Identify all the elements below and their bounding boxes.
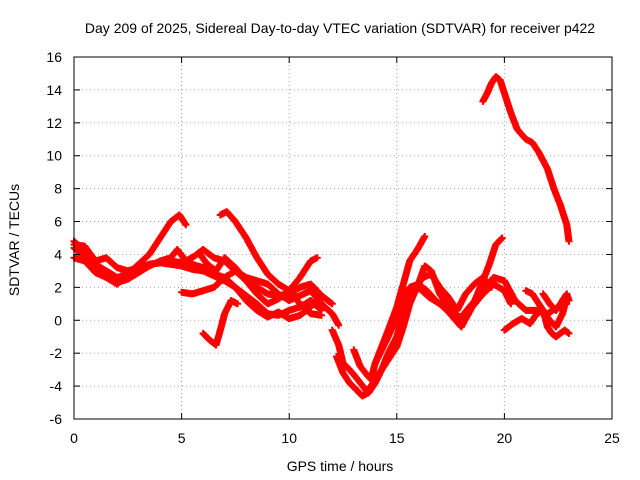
x-tick-label: 5: [178, 430, 186, 446]
series-track-17: [539, 290, 573, 314]
x-tick-label: 15: [389, 430, 405, 446]
chart-title: Day 209 of 2025, Sidereal Day-to-day VTE…: [85, 20, 595, 36]
x-tick-label: 0: [70, 430, 78, 446]
data-point: [488, 283, 495, 291]
y-tick-label: 14: [46, 82, 62, 98]
y-tick-label: 16: [46, 49, 62, 65]
y-tick-label: 10: [46, 148, 62, 164]
y-tick-label: 2: [54, 279, 62, 295]
data-point: [565, 297, 573, 304]
series-track-13: [393, 270, 495, 341]
x-tick-label: 10: [281, 430, 297, 446]
plot-frame: [73, 56, 613, 420]
y-tick-label: -2: [50, 345, 63, 361]
data-point: [507, 300, 515, 308]
series-track-8: [199, 297, 242, 349]
y-axis-label: SDTVAR / TECUs: [6, 184, 22, 296]
y-tick-label: -6: [50, 411, 63, 427]
data-point: [318, 311, 325, 319]
series-track-4: [70, 254, 315, 323]
x-tick-label: 20: [497, 430, 513, 446]
data-point: [182, 221, 190, 229]
series-track-14: [479, 73, 573, 245]
series-track-6: [195, 249, 336, 308]
data-point: [313, 254, 321, 262]
x-axis-label: GPS time / hours: [287, 458, 394, 474]
ticks: 0 5 10 15 20 25 -6 -4 -2 0 2 4 6 8 10 12 14 16: [46, 49, 620, 446]
data-point: [234, 300, 242, 308]
y-tick-label: 6: [54, 214, 62, 230]
series-track-16: [522, 287, 573, 341]
data-point: [565, 329, 573, 337]
data-point: [498, 234, 506, 242]
data-point: [565, 237, 573, 245]
y-tick-label: -4: [50, 378, 63, 394]
y-tick-label: 4: [54, 246, 62, 262]
data-point: [328, 300, 336, 308]
y-tick-label: 0: [54, 312, 62, 328]
data-point: [335, 321, 343, 329]
x-tick-label: 25: [604, 430, 620, 446]
data-point: [307, 303, 315, 311]
data-points: [70, 73, 573, 400]
data-point: [421, 232, 429, 240]
series-track-12: [371, 234, 506, 367]
series-track-7: [216, 208, 325, 319]
y-tick-label: 12: [46, 115, 62, 131]
y-tick-label: 8: [54, 181, 62, 197]
